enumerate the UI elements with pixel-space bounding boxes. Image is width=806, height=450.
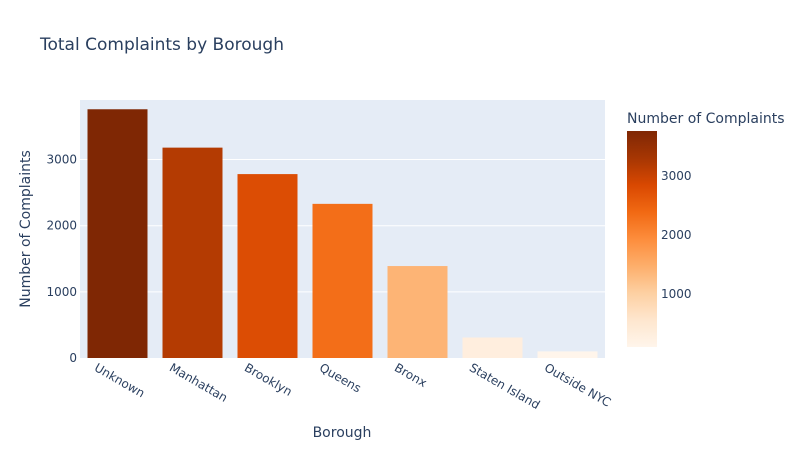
colorbar-ticks: 1000 2000 3000 — [661, 169, 692, 301]
y-axis-title: Number of Complaints — [18, 150, 34, 308]
bar-outside-nyc[interactable] — [537, 351, 598, 358]
y-tick-label: 2000 — [46, 219, 77, 233]
bar-unknown[interactable] — [87, 109, 148, 358]
bar-brooklyn[interactable] — [237, 174, 298, 358]
x-axis-ticks: Unknown Manhattan Brooklyn Queens Bronx State… — [92, 360, 613, 412]
colorbar-tick-label: 1000 — [661, 287, 692, 301]
x-tick-label: Queens — [317, 360, 364, 395]
y-tick-label: 3000 — [46, 153, 77, 167]
y-tick-label: 1000 — [46, 285, 77, 299]
bar-queens[interactable] — [312, 203, 373, 358]
colorbar-tick-label: 2000 — [661, 228, 692, 242]
x-tick-label: Staten Island — [467, 360, 542, 412]
x-tick-label: Bronx — [392, 360, 429, 390]
bar-staten-island[interactable] — [462, 337, 523, 358]
bars — [87, 109, 598, 358]
x-tick-label: Manhattan — [167, 360, 230, 404]
x-tick-label: Unknown — [92, 360, 147, 400]
x-axis-title: Borough — [313, 425, 372, 441]
bar-manhattan[interactable] — [162, 147, 223, 358]
colorbar-title: Number of Complaints — [627, 111, 785, 127]
colorbar-tick-label: 3000 — [661, 169, 692, 183]
bar-bronx[interactable] — [387, 266, 448, 358]
chart-title: Total Complaints by Borough — [39, 35, 284, 55]
y-tick-label: 0 — [69, 351, 77, 365]
colorbar — [627, 131, 657, 347]
y-axis-ticks: 0 1000 2000 3000 — [46, 153, 77, 365]
x-tick-label: Brooklyn — [242, 360, 295, 398]
x-tick-label: Outside NYC — [542, 360, 613, 409]
